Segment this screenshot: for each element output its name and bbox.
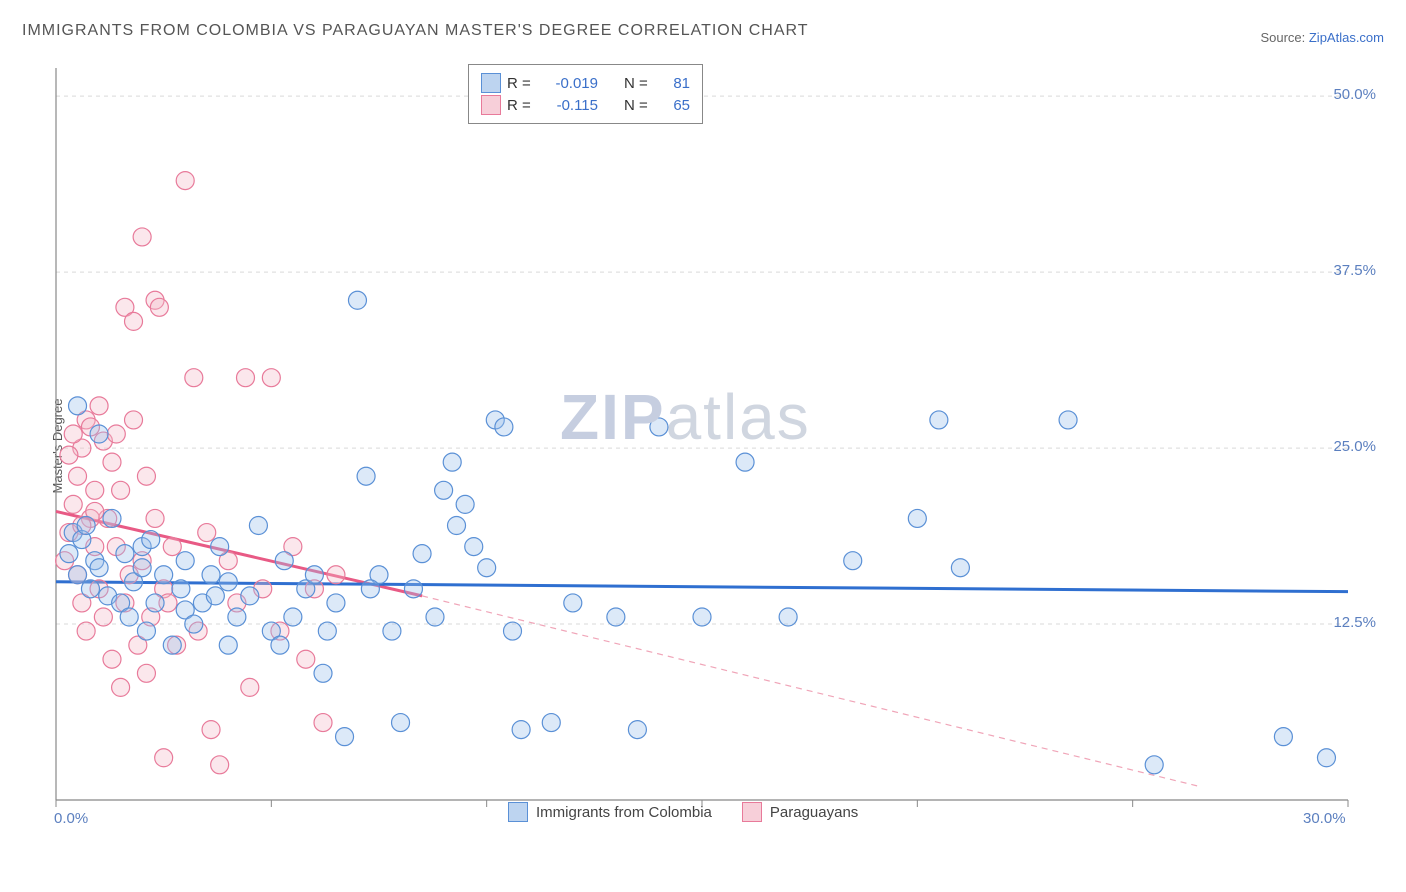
n-value: 81 [660,75,690,92]
source-link[interactable]: ZipAtlas.com [1309,30,1384,45]
source-prefix: Source: [1260,30,1308,45]
y-tick-label: 50.0% [1333,86,1376,103]
r-label: R = [507,75,537,92]
legend-swatch [508,802,528,822]
x-tick-label: 0.0% [54,810,88,827]
correlation-legend: R = -0.019 N = 81 R = -0.115 N = 65 [468,64,703,124]
legend-row: R = -0.019 N = 81 [481,73,690,93]
legend-item: Paraguayans [742,802,858,822]
chart-container: IMMIGRANTS FROM COLOMBIA VS PARAGUAYAN M… [0,0,1406,892]
n-label: N = [624,97,654,114]
legend-item: Immigrants from Colombia [508,802,712,822]
n-label: N = [624,75,654,92]
y-tick-label: 37.5% [1333,262,1376,279]
x-tick-label: 30.0% [1303,810,1346,827]
legend-row: R = -0.115 N = 65 [481,95,690,115]
series-legend: Immigrants from Colombia Paraguayans [508,802,858,822]
r-value: -0.019 [543,75,598,92]
scatter-chart-svg [48,60,1378,820]
legend-swatch [481,73,501,93]
legend-label: Paraguayans [770,804,858,821]
legend-swatch [481,95,501,115]
plot-area: R = -0.019 N = 81 R = -0.115 N = 65 Immigrants … [48,60,1378,820]
n-value: 65 [660,97,690,114]
y-tick-label: 25.0% [1333,438,1376,455]
r-value: -0.115 [543,97,598,114]
legend-label: Immigrants from Colombia [536,804,712,821]
legend-swatch [742,802,762,822]
source-attribution: Source: ZipAtlas.com [1260,30,1384,45]
y-tick-label: 12.5% [1333,614,1376,631]
r-label: R = [507,97,537,114]
chart-title: IMMIGRANTS FROM COLOMBIA VS PARAGUAYAN M… [22,22,809,40]
